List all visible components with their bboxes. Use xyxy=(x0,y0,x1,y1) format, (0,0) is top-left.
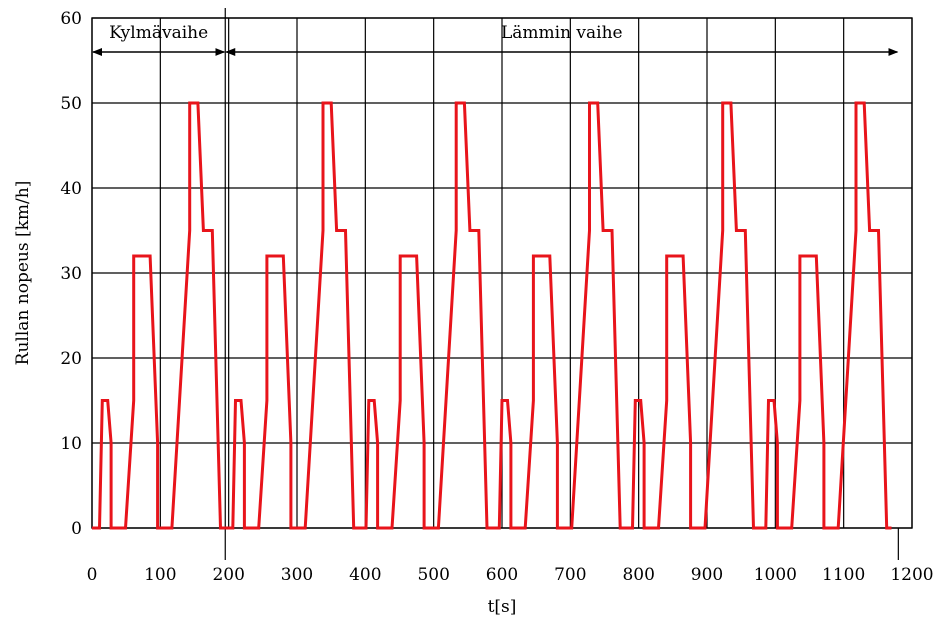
x-tick-label: 700 xyxy=(554,565,586,585)
phase-label: Kylmävaihe xyxy=(109,23,208,43)
x-tick-label: 400 xyxy=(349,565,381,585)
plot-frame xyxy=(91,17,913,529)
x-tick-label: 1200 xyxy=(890,565,933,585)
y-tick-label: 30 xyxy=(60,264,82,284)
grid-lines xyxy=(91,8,913,560)
x-tick-label: 100 xyxy=(144,565,176,585)
x-tick-label: 200 xyxy=(212,565,244,585)
y-tick-label: 60 xyxy=(60,9,82,29)
y-tick-label: 20 xyxy=(60,349,82,369)
y-tick-label: 40 xyxy=(60,179,82,199)
x-tick-label: 300 xyxy=(281,565,313,585)
phase-annotations: Kylmävaihe Lämmin vaihe xyxy=(92,23,899,56)
x-tick-label: 1100 xyxy=(822,565,865,585)
y-tick-label: 50 xyxy=(60,94,82,114)
x-tick-label: 1000 xyxy=(754,565,797,585)
tick-labels: 0 100 200 300 400 500 600 700 800 900 1000 1100 1200… xyxy=(60,9,933,585)
x-tick-label: 600 xyxy=(486,565,518,585)
series-group xyxy=(92,101,892,530)
x-tick-label: 500 xyxy=(417,565,449,585)
y-axis-label: Rullan nopeus [km/h] xyxy=(13,181,33,366)
x-tick-label: 900 xyxy=(691,565,723,585)
speed-series-line xyxy=(92,101,892,530)
y-tick-label: 10 xyxy=(60,434,82,454)
phase-label: Lämmin vaihe xyxy=(501,23,623,43)
x-tick-label: 800 xyxy=(622,565,654,585)
y-tick-label: 0 xyxy=(71,519,82,539)
x-tick-label: 0 xyxy=(87,565,98,585)
x-axis-label: t[s] xyxy=(488,597,517,617)
